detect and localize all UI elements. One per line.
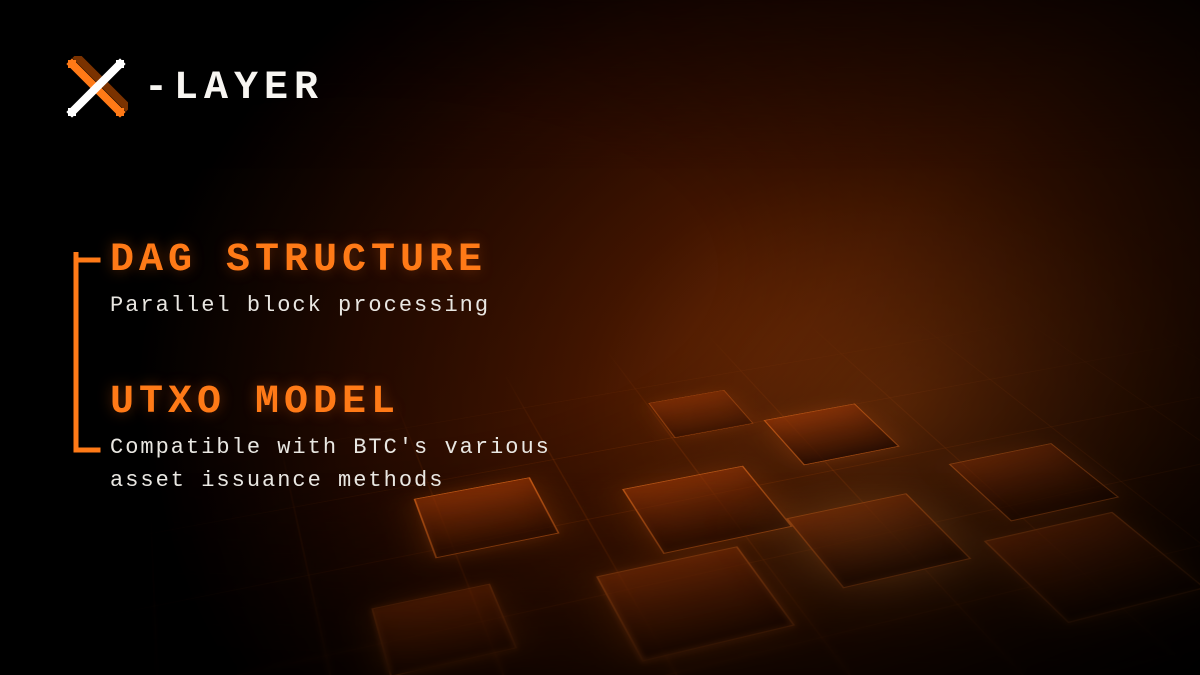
feature-description: Parallel block processing — [110, 289, 1200, 322]
x-logo-icon — [64, 56, 128, 120]
feature-title: UTXO MODEL — [110, 380, 1200, 425]
feature-title: DAG STRUCTURE — [110, 238, 1200, 283]
brand-lockup: -LAYER — [64, 56, 1200, 120]
feature-item: UTXO MODEL Compatible with BTC's various… — [64, 380, 1200, 497]
feature-item: DAG STRUCTURE Parallel block processing — [64, 238, 1200, 322]
brand-name: -LAYER — [144, 66, 324, 111]
foreground: -LAYER DAG STRUCTURE Parallel block proc… — [0, 0, 1200, 675]
feature-description: Compatible with BTC's various asset issu… — [110, 431, 570, 497]
feature-list: DAG STRUCTURE Parallel block processing … — [64, 238, 1200, 497]
